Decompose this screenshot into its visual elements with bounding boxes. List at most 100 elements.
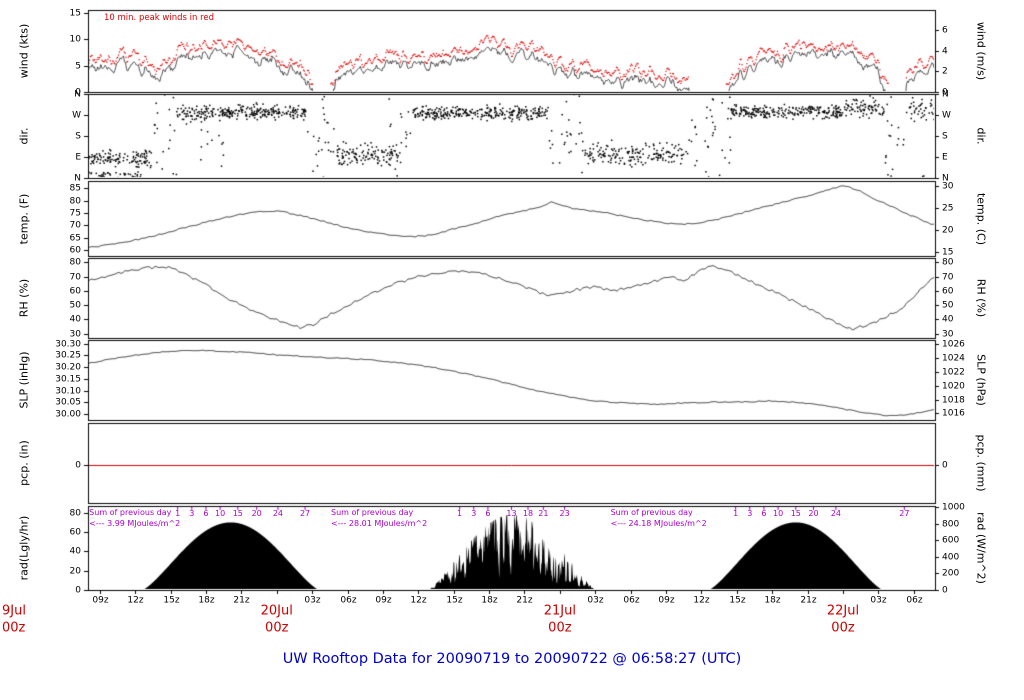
x-tick-label: 03z <box>587 595 604 606</box>
x-tick-label: 09z <box>92 595 109 606</box>
rad-sum-annotation-line2: <--- 24.18 MJoules/m^2 <box>610 519 707 528</box>
slp-ytick-right: 1020 <box>942 381 965 391</box>
x-tick-label: 06z <box>340 595 357 606</box>
rad-sum-annotation-line1: Sum of previous day <box>331 508 414 517</box>
x-tick-label: 12z <box>127 595 144 606</box>
rad-cumulative-marker: 6 <box>761 509 767 518</box>
slp-ytick-left: 30.15 <box>55 374 81 384</box>
wind-ytick-right: 0 <box>942 87 948 97</box>
dir-ytick-left: N <box>74 173 81 183</box>
rh-ytick-right: 60 <box>942 286 954 296</box>
pcp-ytick-right: 0 <box>942 460 948 470</box>
rh-ytick-left: 80 <box>69 257 81 267</box>
rad-cumulative-marker: 15 <box>232 509 243 518</box>
x-tick-label: 21z <box>800 595 817 606</box>
temp-ytick-left: 75 <box>69 208 81 218</box>
rad-cumulative-marker: 6 <box>203 509 209 518</box>
wind-ytick-left: 5 <box>75 61 81 71</box>
dir-ytick-right: E <box>942 152 948 162</box>
rad-cumulative-marker: 3 <box>747 509 753 518</box>
slp-ytick-right: 1024 <box>942 353 965 363</box>
rad-ytick-right: 400 <box>942 552 960 562</box>
rh-ytick-right: 70 <box>942 272 954 282</box>
rh-ytick-right: 50 <box>942 300 954 310</box>
day-label-date: 21Jul <box>543 603 576 619</box>
x-tick-label: 09z <box>658 595 675 606</box>
wind-ytick-right: 6 <box>942 25 948 35</box>
dir-ytick-left: E <box>75 152 81 162</box>
dir-ytick-right: S <box>942 131 948 141</box>
rad-cumulative-marker: 20 <box>251 509 262 518</box>
rh-ytick-left: 50 <box>69 300 81 310</box>
rad-cumulative-marker: 1 <box>733 509 739 518</box>
edge-day-label-date: 9Jul <box>2 603 26 619</box>
rad-cumulative-marker: 27 <box>299 509 311 518</box>
rad-cumulative-marker: 13 <box>506 509 517 518</box>
rad-sum-annotation-line2: <--- 3.99 MJoules/m^2 <box>89 519 181 528</box>
x-tick-label: 15z <box>729 595 746 606</box>
x-tick-label: 03z <box>304 595 321 606</box>
rad-ytick-right: 1000 <box>942 502 965 512</box>
slp-ytick-left: 30.05 <box>55 397 81 407</box>
rad-sum-annotation-line1: Sum of previous day <box>610 508 693 517</box>
dir-axis-label-left: dir. <box>17 127 31 145</box>
rad-cumulative-marker: 20 <box>808 509 819 518</box>
dir-ytick-left: N <box>74 89 81 99</box>
slp-ytick-right: 1026 <box>942 339 965 349</box>
rad-axis-label-right: rad (W/m^2) <box>974 512 988 584</box>
rad-cumulative-marker: 18 <box>522 509 534 518</box>
wind-ytick-left: 15 <box>69 8 81 18</box>
dir-ytick-left: W <box>72 110 81 120</box>
rad-cumulative-marker: 10 <box>773 509 784 518</box>
rad-ytick-left: 80 <box>69 508 81 518</box>
temp-ytick-right: 15 <box>942 247 954 257</box>
dir-ytick-left: S <box>75 131 81 141</box>
rh-ytick-right: 80 <box>942 257 954 267</box>
pcp-ytick-left: 0 <box>75 460 81 470</box>
slp-ytick-right: 1018 <box>942 395 965 405</box>
slp-ytick-left: 30.30 <box>55 339 81 349</box>
temp-ytick-left: 85 <box>69 183 81 193</box>
x-tick-label: 12z <box>693 595 710 606</box>
rad-ytick-left: 0 <box>75 585 81 595</box>
rh-ytick-left: 30 <box>69 329 81 339</box>
rh-axis-label-left: RH (%) <box>17 278 31 318</box>
rad-cumulative-marker: 1 <box>457 509 463 518</box>
rad-sum-annotation-line2: <--- 28.01 MJoules/m^2 <box>331 519 428 528</box>
day-label-hour: 00z <box>265 620 289 636</box>
rh-ytick-right: 40 <box>942 314 954 324</box>
day-label-hour: 00z <box>831 620 855 636</box>
x-tick-label: 18z <box>481 595 498 606</box>
day-label-hour: 00z <box>548 620 572 636</box>
wind-ytick-right: 2 <box>942 66 948 76</box>
dir-ytick-right: N <box>942 89 949 99</box>
rad-ytick-left: 20 <box>69 566 81 576</box>
wind-ytick-left: 10 <box>69 34 81 44</box>
x-tick-label: 03z <box>870 595 887 606</box>
slp-ytick-left: 30.25 <box>55 350 81 360</box>
day-label-date: 20Jul <box>260 603 293 619</box>
rad-cumulative-marker: 6 <box>485 509 491 518</box>
x-tick-label: 15z <box>163 595 180 606</box>
rad-ytick-right: 200 <box>942 568 960 578</box>
temp-axis-label-left: temp. (F) <box>17 193 31 244</box>
x-tick-label: 15z <box>446 595 463 606</box>
x-tick-label: 21z <box>233 595 250 606</box>
dir-ytick-right: N <box>942 173 949 183</box>
temp-ytick-left: 80 <box>69 196 81 206</box>
x-tick-label: 06z <box>906 595 923 606</box>
slp-ytick-left: 30.10 <box>55 386 81 396</box>
temp-ytick-left: 60 <box>69 245 81 255</box>
dir-axis-label-right: dir. <box>974 127 988 145</box>
wind-axis-label-right: wind (m/s) <box>974 21 988 81</box>
slp-ytick-right: 1016 <box>942 408 965 418</box>
temp-ytick-right: 30 <box>942 181 954 191</box>
x-tick-label: 18z <box>198 595 215 606</box>
temp-ytick-left: 70 <box>69 220 81 230</box>
rh-axis-label-right: RH (%) <box>974 278 988 318</box>
day-label-date: 22Jul <box>826 603 860 619</box>
chart-title: UW Rooftop Data for 20090719 to 20090722… <box>282 650 742 667</box>
wind-peak-legend: 10 min. peak winds in red <box>104 13 215 23</box>
rad-ytick-right: 600 <box>942 535 960 545</box>
